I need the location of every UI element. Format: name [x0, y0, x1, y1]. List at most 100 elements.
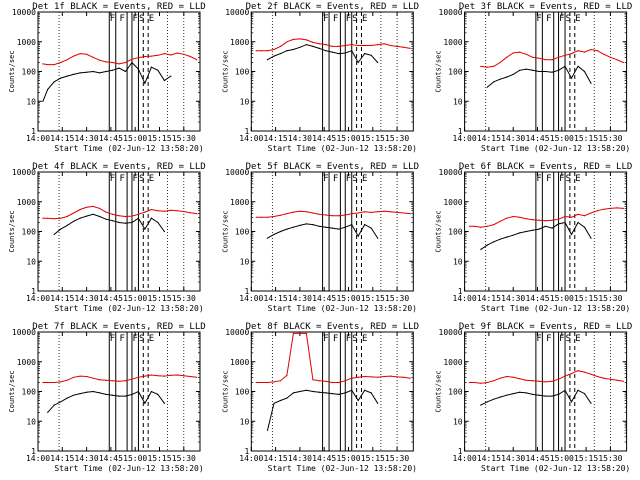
y-axis-title: Counts/sec: [435, 50, 443, 92]
lld-data-point: [266, 381, 269, 384]
events-data-point: [60, 401, 62, 403]
lld-data-point: [564, 54, 566, 56]
x-tick-label: 14:15: [50, 454, 74, 463]
lld-data-point: [47, 381, 49, 384]
y-tick-label: 100: [22, 68, 37, 77]
y-tick-label: 10000: [439, 8, 463, 17]
lld-data-point: [506, 375, 508, 378]
lld-data-point: [53, 218, 55, 220]
flare-marker-label: F: [323, 14, 328, 24]
lld-data-point: [616, 59, 618, 61]
events-data-point: [499, 396, 501, 398]
lld-data-point: [196, 213, 198, 215]
lld-data-point: [338, 45, 340, 48]
x-tick-label: 15:30: [598, 134, 622, 143]
chart-title: Det 4f BLACK = Events, RED = LLD: [32, 162, 205, 172]
events-data-point: [299, 224, 301, 226]
events-data-point: [486, 401, 488, 403]
events-data-point: [318, 47, 320, 50]
lld-data-point: [551, 219, 553, 221]
events-data-point: [570, 401, 573, 403]
lld-data-point: [486, 66, 488, 68]
lld-data-point: [305, 332, 307, 334]
chart-panel: Det 2f BLACK = Events, RED = LLD 1 10 100 10…: [221, 2, 419, 153]
flare-marker-label: F: [346, 14, 351, 24]
x-tick-label: 15:00: [336, 454, 360, 463]
lld-data-point: [73, 376, 75, 378]
events-data-point: [558, 69, 560, 71]
lld-data-point: [525, 53, 527, 55]
events-data-point: [525, 68, 527, 70]
plot-frame: [37, 11, 201, 132]
flare-marker-label: S: [139, 174, 144, 184]
events-series-line: [267, 44, 379, 64]
lld-data-point: [111, 61, 114, 64]
events-data-point: [92, 390, 94, 393]
events-data-point: [551, 71, 553, 73]
flare-marker-label: S: [139, 14, 144, 24]
y-tick-label: 100: [235, 68, 250, 77]
events-data-point: [577, 389, 579, 391]
lld-data-point: [299, 210, 301, 212]
lld-data-point: [545, 381, 547, 383]
lld-data-point: [312, 212, 314, 214]
lld-data-point: [105, 211, 107, 213]
lld-data-point: [538, 219, 540, 221]
lld-data-point: [512, 215, 514, 218]
x-tick-label: 14:30: [288, 294, 312, 303]
flare-marker-label: E: [362, 174, 367, 184]
events-data-point: [377, 237, 379, 239]
lld-data-point: [480, 382, 482, 384]
chart-panel: Det 5f BLACK = Events, RED = LLD 1 10 100 10…: [221, 162, 419, 313]
chart-panel: Det 8f BLACK = Events, RED = LLD 1 10 100 10…: [221, 322, 419, 473]
events-data-point: [299, 46, 301, 48]
flare-marker-label: F: [333, 174, 338, 184]
events-series-line: [267, 389, 379, 431]
lld-data-point: [286, 374, 288, 376]
lld-data-point: [292, 38, 294, 41]
lld-data-point: [622, 207, 625, 209]
lld-data-point: [596, 50, 599, 52]
lld-data-point: [266, 50, 269, 52]
lld-data-point: [370, 211, 372, 213]
lld-data-point: [273, 215, 275, 218]
lld-data-point: [344, 214, 346, 216]
events-data-point: [118, 395, 120, 397]
x-tick-label: 14:30: [501, 294, 525, 303]
lld-data-point: [499, 377, 501, 379]
lld-data-point: [545, 59, 547, 61]
events-data-point: [506, 236, 508, 238]
flare-marker-label: S: [352, 334, 357, 344]
lld-data-point: [506, 56, 508, 58]
events-data-point: [590, 237, 592, 239]
flare-marker-label: E: [362, 14, 367, 24]
flare-marker-label: F: [323, 334, 328, 344]
lld-data-point: [292, 332, 294, 334]
lld-data-point: [260, 216, 262, 218]
lld-data-point: [273, 381, 275, 383]
events-data-point: [118, 221, 120, 224]
events-data-point: [545, 70, 547, 73]
y-tick-label: 1000: [17, 198, 36, 207]
lld-data-point: [325, 44, 327, 46]
events-data-point: [292, 226, 294, 228]
flare-marker-label: F: [120, 174, 125, 184]
lld-data-point: [409, 377, 411, 379]
chart-title: Det 3f BLACK = Events, RED = LLD: [459, 2, 632, 12]
y-tick-label: 1: [31, 447, 36, 456]
lld-series-line: [42, 52, 198, 66]
lld-data-point: [396, 211, 398, 213]
lld-data-point: [286, 41, 288, 43]
events-data-point: [519, 232, 521, 234]
lld-data-point: [60, 381, 62, 383]
y-tick-label: 10000: [12, 328, 36, 337]
y-tick-label: 1000: [230, 38, 249, 47]
x-tick-label: 15:15: [574, 134, 598, 143]
events-data-point: [137, 68, 139, 70]
lld-data-point: [558, 56, 560, 58]
lld-data-point: [364, 375, 366, 378]
lld-data-point: [480, 65, 482, 67]
lld-data-point: [331, 381, 333, 384]
lld-data-point: [292, 211, 294, 213]
x-tick-label: 14:45: [525, 294, 549, 303]
